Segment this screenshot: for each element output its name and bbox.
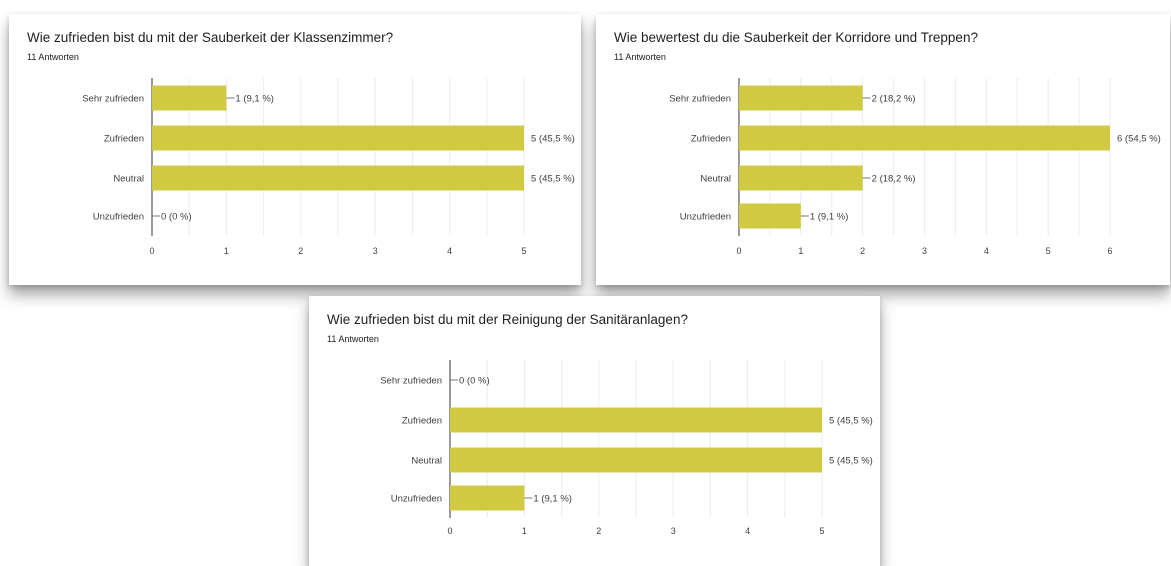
bar <box>450 407 822 433</box>
bar <box>739 165 863 191</box>
chart-title: Wie zufrieden bist du mit der Sauberkeit… <box>27 30 394 45</box>
bar <box>152 125 524 151</box>
value-label: 5 (45,5 %) <box>829 416 873 427</box>
value-label: 0 (0 %) <box>459 376 490 387</box>
category-label: Zufrieden <box>402 416 442 427</box>
x-tick-label: 1 <box>522 526 527 536</box>
x-tick-label: 4 <box>447 246 452 256</box>
x-tick-label: 5 <box>521 246 526 256</box>
category-label: Zufrieden <box>691 134 731 145</box>
chart-title: Wie zufrieden bist du mit der Reinigung … <box>327 312 688 327</box>
value-label: 5 (45,5 %) <box>531 134 575 145</box>
category-label: Neutral <box>113 174 144 185</box>
x-tick-label: 3 <box>373 246 378 256</box>
value-label: 5 (45,5 %) <box>531 174 575 185</box>
bar-chart-classrooms: Sehr zufrieden 1 (9,1 %) Zufrieden 5 (45,5 … <box>82 78 575 256</box>
x-tick-label: 1 <box>224 246 229 256</box>
response-count: 11 Antworten <box>327 334 379 344</box>
value-label: 2 (18,2 %) <box>872 94 916 105</box>
bar <box>450 447 822 473</box>
bar <box>450 485 525 511</box>
x-tick-label: 3 <box>922 246 927 256</box>
chart-card-sanitary: Wie zufrieden bist du mit der Reinigung … <box>309 296 880 566</box>
category-label: Sehr zufrieden <box>669 94 731 105</box>
chart-card-classrooms: Wie zufrieden bist du mit der Sauberkeit… <box>9 14 581 285</box>
chart-title: Wie bewertest du die Sauberkeit der Korr… <box>614 30 978 45</box>
category-label: Sehr zufrieden <box>380 376 442 387</box>
response-count: 11 Antworten <box>614 52 666 62</box>
x-tick-label: 2 <box>596 526 601 536</box>
x-tick-label: 5 <box>1046 246 1051 256</box>
bar <box>739 203 801 229</box>
x-tick-label: 5 <box>819 526 824 536</box>
chart-card-corridors: Wie bewertest du die Sauberkeit der Korr… <box>596 14 1170 285</box>
x-tick-label: 6 <box>1107 246 1112 256</box>
value-label: 5 (45,5 %) <box>829 456 873 467</box>
category-label: Unzufrieden <box>680 212 731 223</box>
x-tick-label: 0 <box>736 246 741 256</box>
category-label: Neutral <box>411 456 442 467</box>
x-tick-label: 0 <box>149 246 154 256</box>
x-tick-label: 4 <box>984 246 989 256</box>
x-tick-label: 0 <box>447 526 452 536</box>
value-label: 6 (54,5 %) <box>1117 134 1161 145</box>
x-tick-label: 3 <box>671 526 676 536</box>
x-tick-label: 2 <box>298 246 303 256</box>
category-label: Unzufrieden <box>93 212 144 223</box>
bar-chart-sanitary: Sehr zufrieden 0 (0 %) Zufrieden 5 (45,5 %)… <box>380 360 873 536</box>
value-label: 0 (0 %) <box>161 212 192 223</box>
x-tick-label: 1 <box>798 246 803 256</box>
category-label: Zufrieden <box>104 134 144 145</box>
category-label: Neutral <box>700 174 731 185</box>
value-label: 2 (18,2 %) <box>872 174 916 185</box>
bar <box>739 85 863 111</box>
value-label: 1 (9,1 %) <box>810 212 849 223</box>
category-label: Unzufrieden <box>391 494 442 505</box>
bar-chart-corridors: Sehr zufrieden 2 (18,2 %) Zufrieden 6 (54,5… <box>669 78 1161 256</box>
bar <box>739 125 1110 151</box>
x-tick-label: 4 <box>745 526 750 536</box>
response-count: 11 Antworten <box>27 52 79 62</box>
value-label: 1 (9,1 %) <box>533 494 572 505</box>
category-label: Sehr zufrieden <box>82 94 144 105</box>
bar <box>152 165 524 191</box>
x-tick-label: 2 <box>860 246 865 256</box>
bar <box>152 85 227 111</box>
value-label: 1 (9,1 %) <box>235 94 274 105</box>
